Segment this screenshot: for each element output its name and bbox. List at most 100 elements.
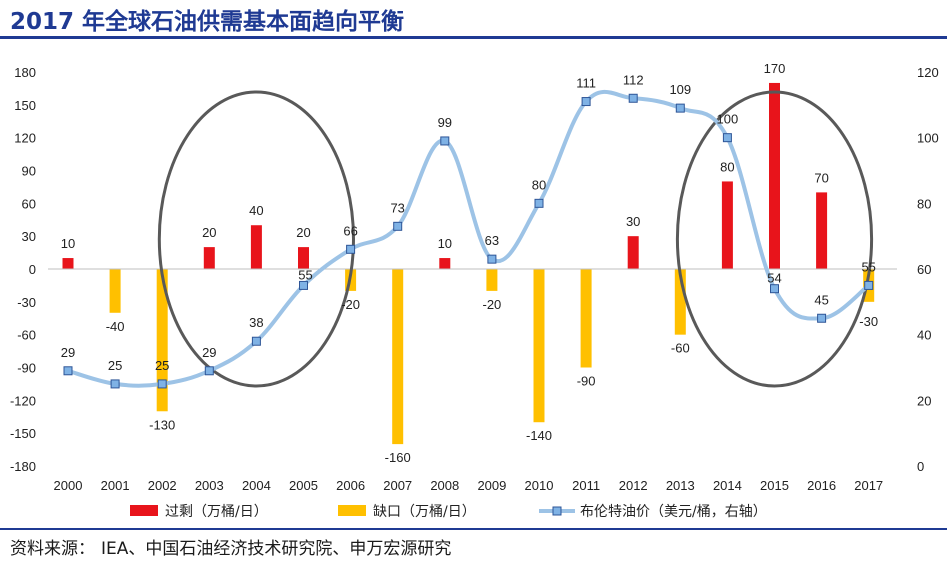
- price-value-label: 80: [532, 177, 546, 192]
- price-line-group: [63, 89, 874, 389]
- price-marker: [534, 198, 544, 208]
- surplus-bar: [298, 247, 309, 269]
- x-axis-ticks: 2000 2001 2002 2003 2004 2005 2006 2007 2008 2009…: [54, 478, 884, 493]
- bar-value-label: -30: [859, 314, 878, 329]
- x-tick-label: 2015: [760, 478, 789, 493]
- x-tick-label: 2007: [383, 478, 412, 493]
- price-value-label: 55: [861, 259, 875, 274]
- bar-value-label: 30: [626, 214, 640, 229]
- x-tick-label: 2012: [619, 478, 648, 493]
- legend-brent-label: 布伦特油价（美元/桶，右轴）: [580, 504, 767, 520]
- price-value-label: 111: [576, 76, 596, 91]
- price-value-label: 38: [249, 315, 263, 330]
- source-text: IEA、中国石油经济技术研究院、申万宏源研究: [101, 539, 452, 559]
- price-marker: [299, 280, 308, 290]
- x-tick-label: 2008: [430, 478, 459, 493]
- x-tick-label: 2001: [101, 478, 130, 493]
- price-value-label: 112: [623, 72, 644, 87]
- legend-gap-swatch: [338, 505, 366, 516]
- highlight-ellipses: [157, 90, 874, 388]
- bar-value-label: 170: [764, 61, 786, 76]
- surplus-bar: [203, 247, 215, 269]
- legend-surplus-label: 过剩（万桶/日）: [165, 504, 268, 520]
- x-tick-label: 2013: [666, 478, 695, 493]
- price-value-label: 66: [343, 223, 357, 238]
- price-value-label: 25: [155, 358, 169, 373]
- price-value-label: 73: [390, 200, 404, 215]
- left-axis-ticks: 180 150 120 90 60 30 0 -30 -60 -90 -120 -150 -180: [10, 65, 36, 474]
- right-tick-label: 120: [917, 65, 939, 80]
- price-value-label: 29: [202, 345, 216, 360]
- price-marker: [817, 313, 827, 323]
- price-marker: [770, 284, 779, 294]
- price-marker: [204, 366, 214, 376]
- x-tick-label: 2002: [148, 478, 177, 493]
- price-marker: [864, 280, 874, 290]
- x-tick-label: 2004: [242, 478, 271, 493]
- bar-value-label: -140: [526, 428, 552, 443]
- gap-bar: [109, 269, 121, 313]
- left-tick-label: -180: [10, 459, 36, 474]
- price-marker: [346, 244, 356, 254]
- surplus-bar: [816, 192, 828, 269]
- price-marker: [63, 366, 73, 376]
- left-tick-label: 180: [14, 65, 36, 80]
- bar-value-label: 70: [814, 170, 828, 185]
- price-marker: [722, 133, 732, 143]
- x-tick-label: 2005: [289, 478, 318, 493]
- bar-value-label: -40: [106, 319, 125, 334]
- legend: 过剩（万桶/日） 缺口（万桶/日） 布伦特油价（美元/桶，右轴）: [130, 504, 767, 520]
- left-tick-label: -90: [17, 361, 36, 376]
- bar-value-label: 40: [249, 203, 263, 218]
- source-label: 资料来源：: [10, 539, 95, 559]
- left-tick-label: 0: [29, 262, 36, 277]
- combo-chart: 180 150 120 90 60 30 0 -30 -60 -90 -120 -150 -180 12…: [10, 61, 939, 520]
- gap-bar: [392, 269, 404, 445]
- surplus-bar: [769, 82, 780, 269]
- surplus-bar: [721, 181, 733, 269]
- price-value-label: 100: [717, 112, 739, 127]
- footer-divider: [0, 528, 947, 530]
- left-tick-label: 60: [22, 196, 36, 211]
- left-tick-label: -30: [17, 295, 36, 310]
- gap-bar: [674, 269, 686, 335]
- bar-value-label: 10: [438, 236, 452, 251]
- left-tick-label: 90: [22, 164, 36, 179]
- right-tick-label: 20: [917, 393, 931, 408]
- left-tick-label: -60: [17, 328, 36, 343]
- left-tick-label: 120: [14, 131, 36, 146]
- price-marker: [157, 379, 167, 389]
- price-marker: [628, 93, 638, 103]
- price-value-label: 99: [438, 115, 452, 130]
- bar-value-label: 20: [296, 225, 310, 240]
- right-tick-label: 40: [917, 328, 931, 343]
- highlight-ellipse: [675, 90, 874, 388]
- bars-group: [62, 82, 875, 445]
- legend-surplus-swatch: [130, 505, 158, 516]
- x-tick-label: 2010: [525, 478, 554, 493]
- price-marker: [251, 336, 261, 346]
- bar-value-label: -20: [483, 297, 502, 312]
- right-axis-ticks: 120 100 80 60 40 20 0: [917, 65, 939, 474]
- legend-gap-label: 缺口（万桶/日）: [373, 504, 476, 520]
- right-tick-label: 0: [917, 459, 924, 474]
- price-marker: [393, 221, 403, 231]
- bar-value-label: -60: [671, 341, 690, 356]
- x-tick-label: 2009: [477, 478, 506, 493]
- price-marker: [487, 254, 497, 264]
- left-tick-label: 30: [22, 229, 36, 244]
- legend-brent-marker: [552, 506, 562, 516]
- bar-value-label: -20: [341, 297, 360, 312]
- price-marker: [110, 379, 120, 389]
- bar-value-label: -90: [577, 374, 596, 389]
- gap-bar: [156, 269, 168, 412]
- page-title: 2017 年全球石油供需基本面趋向平衡: [10, 9, 405, 35]
- right-tick-label: 60: [917, 262, 931, 277]
- left-tick-label: -120: [10, 393, 36, 408]
- source-note: 资料来源： IEA、中国石油经济技术研究院、申万宏源研究: [10, 534, 451, 559]
- price-value-label: 109: [669, 82, 691, 97]
- x-tick-label: 2014: [713, 478, 742, 493]
- price-marker: [440, 136, 450, 146]
- left-tick-label: -150: [10, 426, 36, 441]
- price-value-label: 55: [298, 267, 312, 282]
